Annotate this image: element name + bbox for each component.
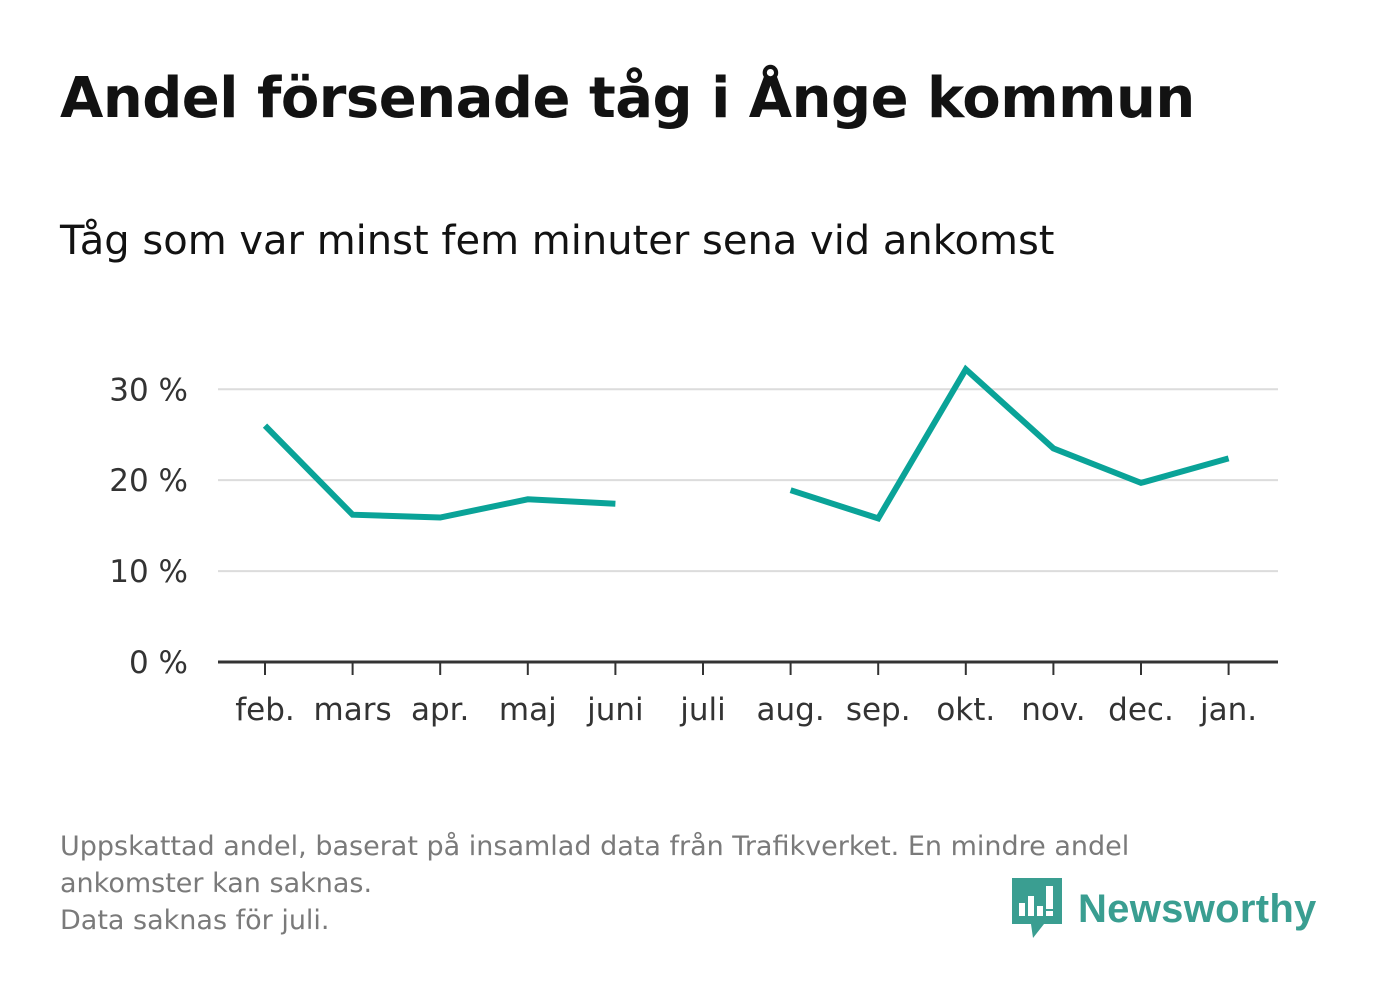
footnote-line: Data saknas för juli. xyxy=(60,905,330,936)
chart-title: Andel försenade tåg i Ånge kommun xyxy=(60,66,1195,131)
x-tick-label: jan. xyxy=(1199,692,1257,728)
brand-logo: Newsworthy xyxy=(1012,878,1317,940)
y-tick-label: 30 % xyxy=(109,372,188,408)
x-tick-label: okt. xyxy=(936,692,995,728)
gridlines xyxy=(218,388,1278,573)
y-tick-label: 10 % xyxy=(109,554,188,590)
x-tick-label: apr. xyxy=(411,692,469,728)
y-axis-ticks: 0 % 10 % 20 % 30 % xyxy=(109,372,188,681)
x-tick-label: maj xyxy=(499,692,557,728)
data-series xyxy=(262,364,1230,522)
x-axis: feb. mars apr. maj juni juli aug. sep. okt. nov. d… xyxy=(218,660,1278,728)
brand-name: Newsworthy xyxy=(1078,886,1317,931)
x-tick-label: aug. xyxy=(757,692,825,728)
x-tick-label: juni xyxy=(586,692,644,728)
footnote-line: ankomster kan saknas. xyxy=(60,868,373,899)
x-tick-label: dec. xyxy=(1108,692,1174,728)
x-tick-label: mars xyxy=(314,692,392,728)
newsworthy-logo-icon xyxy=(1012,878,1062,938)
y-tick-label: 0 % xyxy=(129,645,188,681)
y-tick-label: 20 % xyxy=(109,463,188,499)
x-tick-label: juli xyxy=(679,692,726,728)
line-chart: 0 % 10 % 20 % 30 % feb. mars apr. maj juni juli a… xyxy=(109,364,1278,728)
series-line xyxy=(789,364,1230,522)
x-tick-label: sep. xyxy=(846,692,911,728)
series-line xyxy=(262,423,616,521)
x-tick-label: feb. xyxy=(235,692,295,728)
footnote: Uppskattad andel, baserat på insamlad da… xyxy=(60,828,1320,939)
x-tick-label: nov. xyxy=(1021,692,1085,728)
chart-subtitle: Tåg som var minst fem minuter sena vid a… xyxy=(60,218,1055,264)
footnote-line: Uppskattad andel, baserat på insamlad da… xyxy=(60,831,1130,862)
